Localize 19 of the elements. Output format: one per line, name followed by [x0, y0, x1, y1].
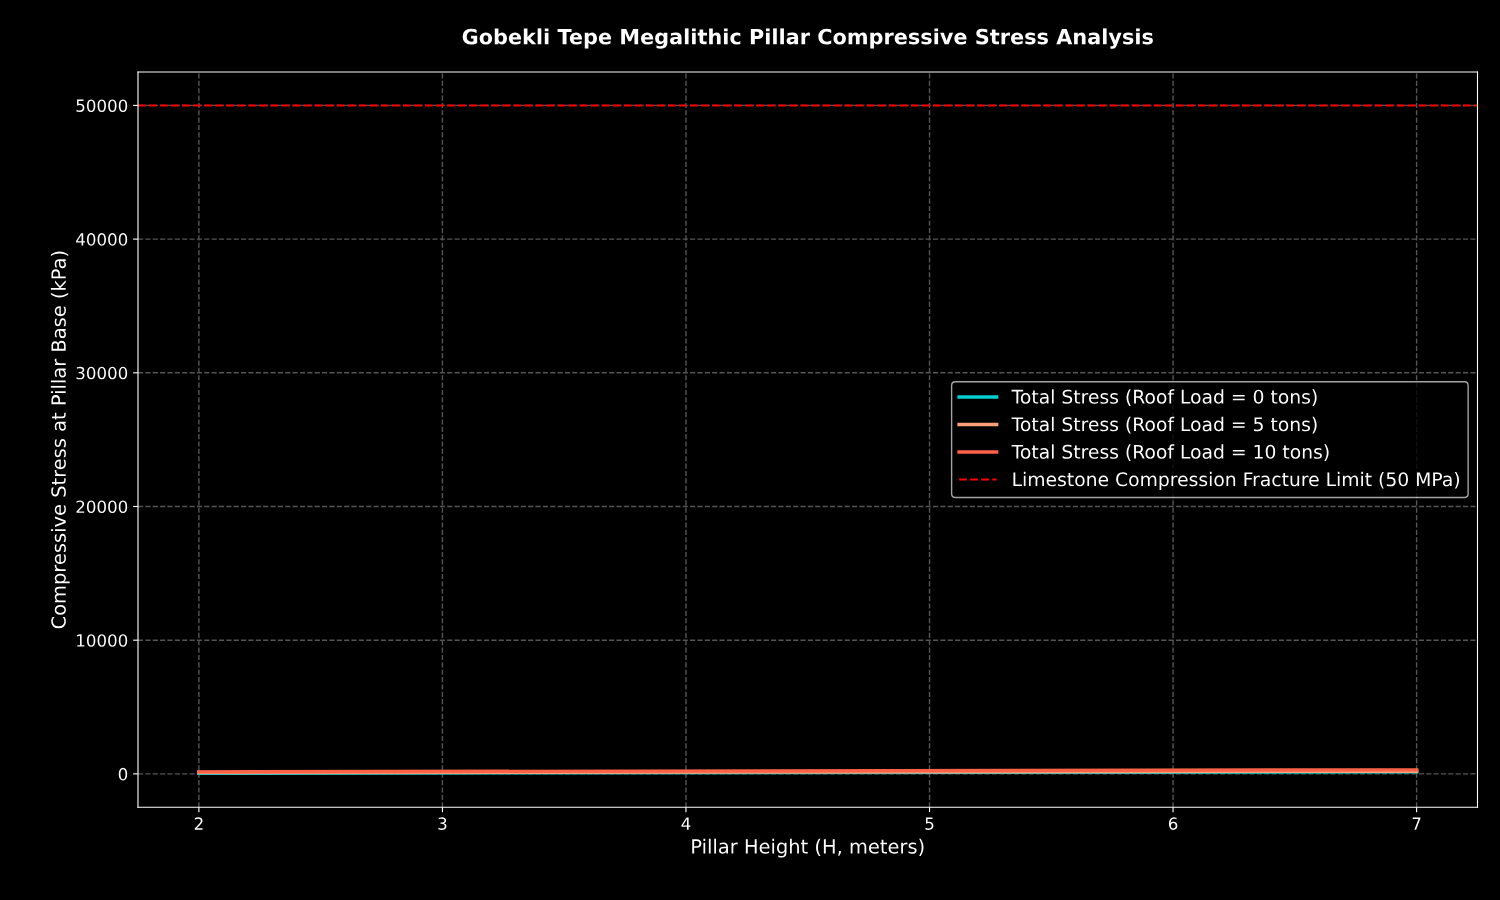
- x-axis-title: Pillar Height (H, meters): [692, 838, 924, 858]
- y-tick-label: 40000: [76, 233, 128, 246]
- legend-label: Limestone Compression Fracture Limit (50 MPa): [1013, 471, 1460, 491]
- legend-label: Total Stress (Roof Load = 5 tons): [1011, 416, 1317, 434]
- y-tick-label: 0: [118, 767, 128, 781]
- y-axis-title: Compressive Stress at Pillar Base (kPa): [50, 251, 70, 629]
- x-tick-label: 2: [194, 817, 203, 830]
- y-tick-label: 10000: [77, 634, 128, 647]
- x-tick-label: 5: [925, 817, 934, 830]
- y-tick-label: 20000: [76, 500, 128, 514]
- y-tick-label: 50000: [76, 99, 128, 112]
- x-tick-label: 3: [438, 817, 447, 830]
- x-tick-label: 4: [681, 817, 691, 830]
- chart-title: Gobekli Tepe Megalithic Pillar Compressive Stress Analysis: [462, 28, 1153, 49]
- legend-label: Total Stress (Roof Load = 0 tons): [1011, 389, 1317, 407]
- legend-label: Total Stress (Roof Load = 10 tons): [1011, 444, 1329, 462]
- y-tick-label: 30000: [76, 366, 128, 380]
- x-tick-label: 7: [1412, 817, 1421, 830]
- x-tick-label: 6: [1168, 817, 1178, 830]
